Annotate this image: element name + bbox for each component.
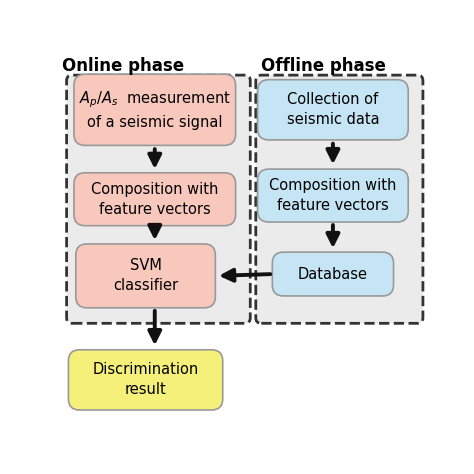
Text: Collection of
seismic data: Collection of seismic data: [287, 92, 379, 127]
Text: Offline phase: Offline phase: [261, 57, 386, 75]
Text: Discrimination
result: Discrimination result: [92, 363, 199, 397]
FancyBboxPatch shape: [272, 252, 393, 296]
FancyBboxPatch shape: [256, 75, 423, 323]
FancyBboxPatch shape: [74, 74, 236, 146]
Text: Online phase: Online phase: [63, 57, 184, 75]
FancyBboxPatch shape: [258, 169, 408, 222]
FancyBboxPatch shape: [74, 173, 236, 226]
FancyBboxPatch shape: [68, 350, 223, 410]
Text: $\mathit{A_p}$/$\mathit{A_s}$  measurement
of a seismic signal: $\mathit{A_p}$/$\mathit{A_s}$ measuremen…: [79, 90, 231, 130]
FancyBboxPatch shape: [258, 80, 408, 140]
FancyBboxPatch shape: [76, 244, 215, 308]
Text: Composition with
feature vectors: Composition with feature vectors: [91, 182, 219, 217]
Text: Composition with
feature vectors: Composition with feature vectors: [269, 178, 397, 213]
Text: Database: Database: [298, 266, 368, 282]
FancyBboxPatch shape: [66, 75, 250, 323]
Text: SVM
classifier: SVM classifier: [113, 258, 178, 293]
